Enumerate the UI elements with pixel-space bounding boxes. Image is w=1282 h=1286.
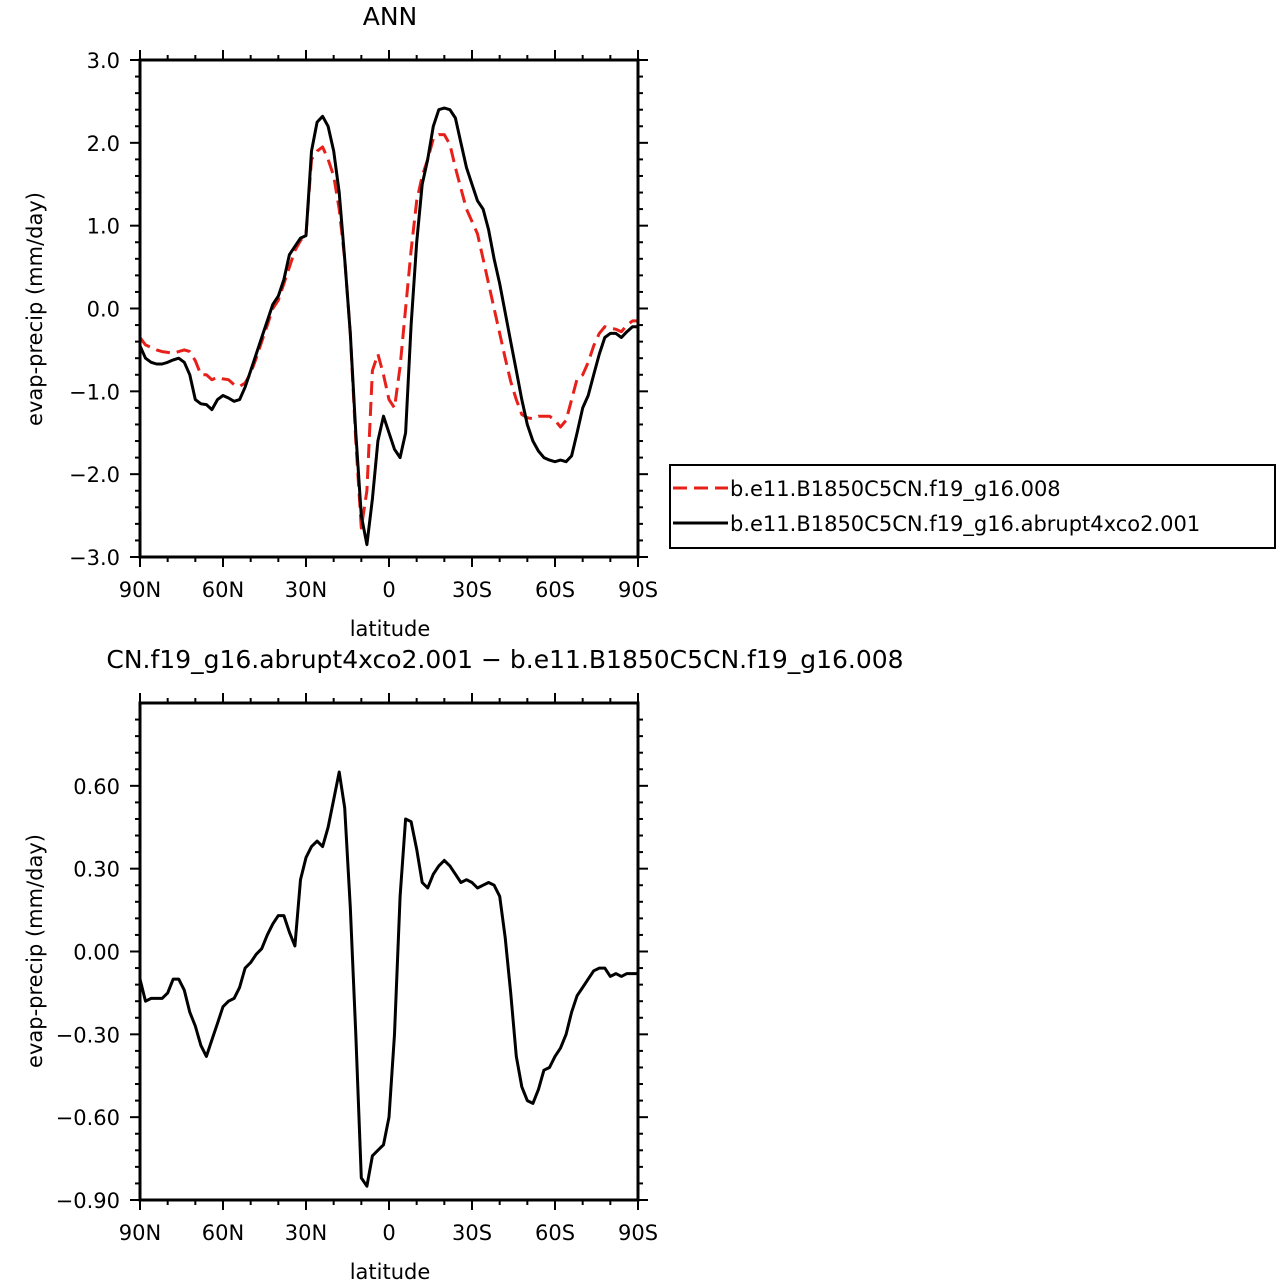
y-tick-label: 2.0 [87, 132, 120, 156]
top-panel-title: ANN [363, 2, 418, 31]
y-tick-label: 0.30 [73, 858, 120, 882]
x-tick-label: 90S [618, 578, 658, 602]
bottom-panel-xlabel: latitude [350, 1260, 431, 1284]
top-panel-lines [138, 106, 638, 547]
top-panel-ylabel: evap-precip (mm/day) [23, 192, 47, 426]
y-tick-label: −0.90 [56, 1189, 120, 1213]
top-panel-xlabel: latitude [350, 617, 431, 641]
y-tick-label: −1.0 [69, 380, 120, 404]
x-tick-label: 90S [618, 1221, 658, 1245]
x-tick-label: 30S [452, 578, 492, 602]
top-panel: ANN 90N 60N 30N 0 30S 60S 90S −3.0 −2.0 −1.0 0.0 1.… [23, 2, 658, 641]
x-tick-label: 60N [202, 578, 244, 602]
y-tick-label: 0.0 [87, 298, 120, 322]
bottom-panel: CN.f19_g16.abrupt4xco2.001 − b.e11.B1850… [23, 645, 904, 1284]
x-tick-label: 60S [535, 1221, 575, 1245]
legend-label-control: b.e11.B1850C5CN.f19_g16.008 [730, 477, 1061, 502]
x-tick-label: 0 [382, 1221, 395, 1245]
bottom-panel-ticks: 90N 60N 30N 0 30S 60S 90S −0.90 −0.60 −0.30 0.00 0.… [56, 693, 658, 1245]
x-tick-label: 90N [119, 1221, 161, 1245]
bottom-panel-frame [138, 701, 640, 1202]
legend: b.e11.B1850C5CN.f19_g16.008 b.e11.B1850C… [669, 464, 1276, 549]
y-tick-label: 3.0 [87, 49, 120, 73]
bottom-panel-lines [138, 770, 638, 1188]
x-tick-label: 60N [202, 1221, 244, 1245]
y-tick-label: 0.00 [73, 941, 120, 965]
top-panel-frame [138, 58, 640, 559]
y-tick-label: 1.0 [87, 215, 120, 239]
series-line-1 [138, 106, 638, 547]
y-tick-label: −0.30 [56, 1023, 120, 1047]
x-tick-label: 0 [382, 578, 395, 602]
legend-box [669, 464, 1276, 549]
bottom-panel-ylabel: evap-precip (mm/day) [23, 834, 47, 1068]
x-tick-label: 30S [452, 1221, 492, 1245]
x-tick-label: 90N [119, 578, 161, 602]
legend-label-abrupt4xco2: b.e11.B1850C5CN.f19_g16.abrupt4xco2.001 [730, 512, 1200, 537]
y-tick-label: −2.0 [69, 463, 120, 487]
y-tick-label: 0.60 [73, 775, 120, 799]
series-line-0 [138, 770, 638, 1188]
x-tick-label: 30N [285, 1221, 327, 1245]
series-line-0 [138, 133, 638, 530]
x-tick-label: 60S [535, 578, 575, 602]
y-tick-label: −3.0 [69, 546, 120, 570]
x-tick-label: 30N [285, 578, 327, 602]
y-tick-label: −0.60 [56, 1106, 120, 1130]
bottom-panel-title: CN.f19_g16.abrupt4xco2.001 − b.e11.B1850… [106, 645, 903, 674]
